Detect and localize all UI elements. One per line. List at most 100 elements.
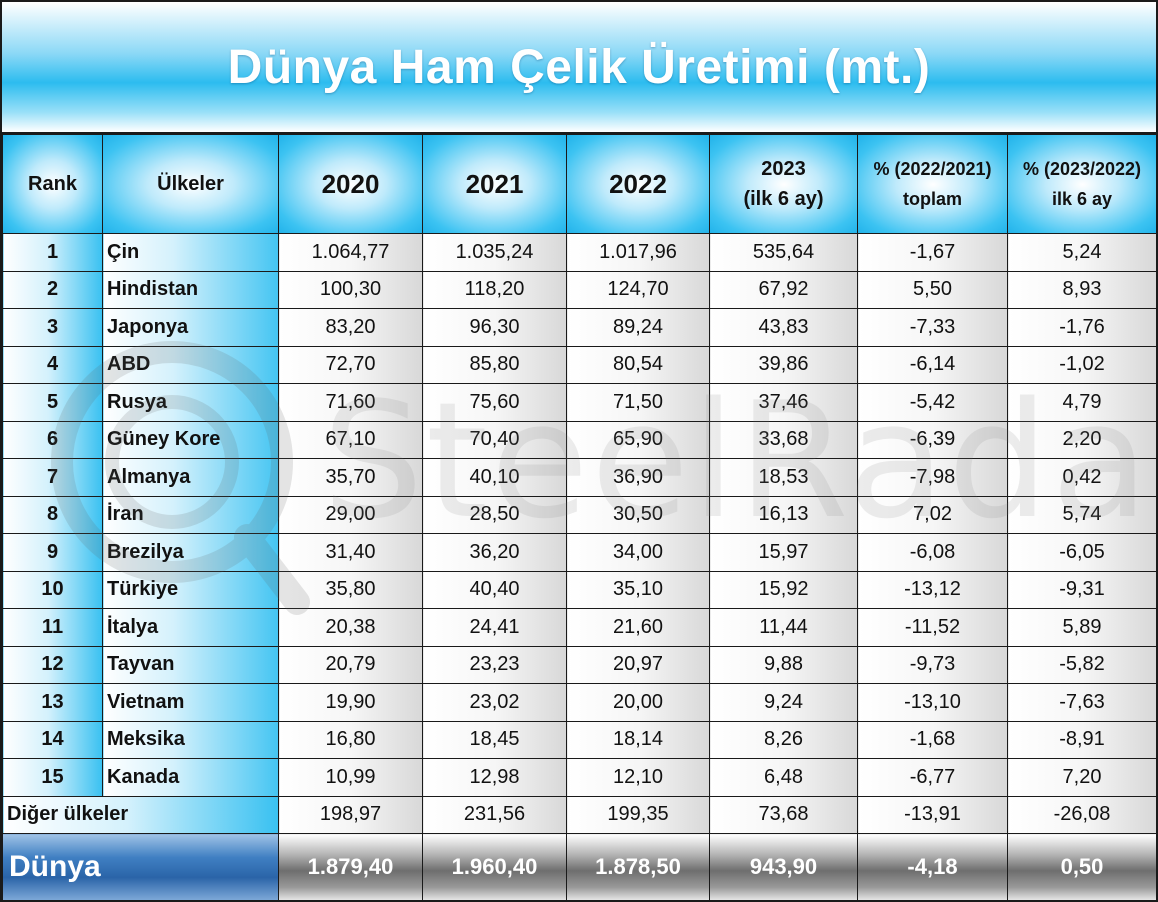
- pct-2023-2022-cell: -9,31: [1007, 570, 1156, 609]
- pct-2022-2021-cell: -1,68: [857, 720, 1008, 759]
- value-2021-cell: 18,45: [422, 720, 567, 759]
- value-2021-cell: 85,80: [422, 345, 567, 384]
- country-cell: İran: [102, 495, 279, 534]
- table-row: 15 Kanada 10,99 12,98 12,10 6,48 -6,77 7,20: [2, 758, 1156, 797]
- world-value-2021-cell: 1.960,40: [422, 833, 567, 900]
- pct-2023-2022-cell: -6,05: [1007, 533, 1156, 572]
- table-row: 8 İran 29,00 28,50 30,50 16,13 7,02 5,74: [2, 495, 1156, 534]
- value-2020-cell: 35,80: [278, 570, 423, 609]
- pct-2023-2022-cell: 4,79: [1007, 383, 1156, 422]
- world-value-2020-cell: 1.879,40: [278, 833, 423, 900]
- rank-cell: 2: [2, 270, 103, 309]
- pct-2022-2021-cell: -6,14: [857, 345, 1008, 384]
- world-pct-2022-2021-cell: -4,18: [857, 833, 1008, 900]
- rank-cell: 1: [2, 233, 103, 272]
- rank-cell: 12: [2, 645, 103, 684]
- value-2020-cell: 71,60: [278, 383, 423, 422]
- country-cell: Almanya: [102, 458, 279, 497]
- header-2021: 2021: [422, 134, 567, 234]
- value-2020-cell: 19,90: [278, 683, 423, 722]
- value-2020-cell: 10,99: [278, 758, 423, 797]
- rank-cell: 4: [2, 345, 103, 384]
- pct-2022-2021-cell: -7,33: [857, 308, 1008, 347]
- value-2021-cell: 96,30: [422, 308, 567, 347]
- value-2020-cell: 20,38: [278, 608, 423, 647]
- value-2022-cell: 20,97: [566, 645, 710, 684]
- value-2022-cell: 12,10: [566, 758, 710, 797]
- pct-2022-2021-cell: -11,52: [857, 608, 1008, 647]
- country-cell: Japonya: [102, 308, 279, 347]
- value-2020-cell: 67,10: [278, 420, 423, 459]
- pct-2022-2021-cell: -5,42: [857, 383, 1008, 422]
- value-2020-cell: 20,79: [278, 645, 423, 684]
- value-2021-cell: 23,23: [422, 645, 567, 684]
- pct-2022-2021-cell: 5,50: [857, 270, 1008, 309]
- pct-2023-2022-cell: 5,74: [1007, 495, 1156, 534]
- value-2021-cell: 118,20: [422, 270, 567, 309]
- value-2022-cell: 20,00: [566, 683, 710, 722]
- header-rank: Rank: [2, 134, 103, 234]
- value-2023-cell: 18,53: [709, 458, 858, 497]
- other-pct-2022-2021-cell: -13,91: [857, 795, 1008, 834]
- header-row: Rank Ülkeler 2020 2021 2022 2023 (ilk 6 …: [2, 134, 1156, 234]
- pct-2023-2022-cell: 2,20: [1007, 420, 1156, 459]
- rank-cell: 9: [2, 533, 103, 572]
- pct-2023-2022-cell: -5,82: [1007, 645, 1156, 684]
- world-value-2023-cell: 943,90: [709, 833, 858, 900]
- header-2023-year: 2023: [761, 158, 806, 180]
- table-row: 13 Vietnam 19,90 23,02 20,00 9,24 -13,10 -7,63: [2, 683, 1156, 722]
- country-cell: Brezilya: [102, 533, 279, 572]
- value-2023-cell: 9,88: [709, 645, 858, 684]
- rank-cell: 14: [2, 720, 103, 759]
- other-pct-2023-2022-cell: -26,08: [1007, 795, 1156, 834]
- country-cell: Çin: [102, 233, 279, 272]
- header-2023-note: (ilk 6 ay): [743, 188, 824, 210]
- value-2020-cell: 72,70: [278, 345, 423, 384]
- value-2020-cell: 16,80: [278, 720, 423, 759]
- value-2020-cell: 100,30: [278, 270, 423, 309]
- world-value-2022-cell: 1.878,50: [566, 833, 710, 900]
- value-2021-cell: 40,10: [422, 458, 567, 497]
- table-row: 5 Rusya 71,60 75,60 71,50 37,46 -5,42 4,79: [2, 383, 1156, 422]
- rank-cell: 3: [2, 308, 103, 347]
- value-2021-cell: 24,41: [422, 608, 567, 647]
- pct-2022-2021-cell: -6,77: [857, 758, 1008, 797]
- pct-2023-2022-cell: -1,76: [1007, 308, 1156, 347]
- other-value-2022-cell: 199,35: [566, 795, 710, 834]
- rank-cell: 11: [2, 608, 103, 647]
- table-body: 1 Çin 1.064,77 1.035,24 1.017,96 535,64 -1,67 5…: [2, 233, 1156, 900]
- table-row: 14 Meksika 16,80 18,45 18,14 8,26 -1,68 -8,91: [2, 720, 1156, 759]
- pct-2023-2022-cell: 8,93: [1007, 270, 1156, 309]
- pct-2023-2022-cell: -8,91: [1007, 720, 1156, 759]
- value-2023-cell: 535,64: [709, 233, 858, 272]
- value-2022-cell: 21,60: [566, 608, 710, 647]
- pct-2022-2021-cell: -6,39: [857, 420, 1008, 459]
- pct-2022-2021-cell: 7,02: [857, 495, 1008, 534]
- rank-cell: 7: [2, 458, 103, 497]
- header-2022: 2022: [566, 134, 710, 234]
- header-country: Ülkeler: [102, 134, 279, 234]
- table-row: 4 ABD 72,70 85,80 80,54 39,86 -6,14 -1,02: [2, 345, 1156, 384]
- country-cell: Güney Kore: [102, 420, 279, 459]
- other-value-2020-cell: 198,97: [278, 795, 423, 834]
- table-row: 7 Almanya 35,70 40,10 36,90 18,53 -7,98 0,42: [2, 458, 1156, 497]
- value-2023-cell: 33,68: [709, 420, 858, 459]
- world-label: Dünya: [2, 833, 279, 900]
- table-row: 10 Türkiye 35,80 40,40 35,10 15,92 -13,12 -9,31: [2, 570, 1156, 609]
- value-2022-cell: 1.017,96: [566, 233, 710, 272]
- table-row: 6 Güney Kore 67,10 70,40 65,90 33,68 -6,39 2,20: [2, 420, 1156, 459]
- value-2023-cell: 11,44: [709, 608, 858, 647]
- header-2020: 2020: [278, 134, 423, 234]
- value-2023-cell: 16,13: [709, 495, 858, 534]
- other-label: Diğer ülkeler: [2, 795, 279, 834]
- value-2020-cell: 29,00: [278, 495, 423, 534]
- value-2022-cell: 89,24: [566, 308, 710, 347]
- table-row: 1 Çin 1.064,77 1.035,24 1.017,96 535,64 -1,67 5…: [2, 233, 1156, 272]
- pct-2023-2022-cell: 5,24: [1007, 233, 1156, 272]
- pct-2022-2021-cell: -1,67: [857, 233, 1008, 272]
- value-2022-cell: 71,50: [566, 383, 710, 422]
- value-2021-cell: 36,20: [422, 533, 567, 572]
- other-value-2021-cell: 231,56: [422, 795, 567, 834]
- country-cell: ABD: [102, 345, 279, 384]
- value-2023-cell: 15,97: [709, 533, 858, 572]
